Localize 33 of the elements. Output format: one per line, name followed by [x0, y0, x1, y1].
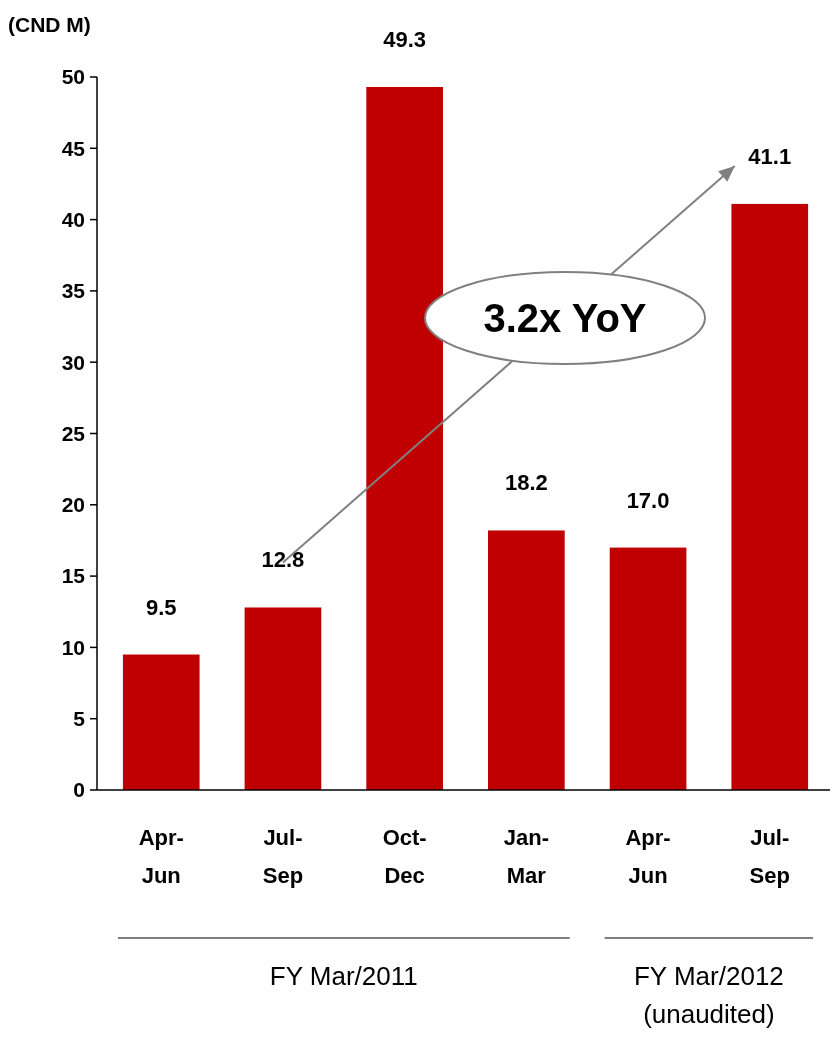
x-tick-label: Jul- Sep	[749, 825, 790, 888]
bar	[609, 547, 687, 790]
y-axis-title: (CND M)	[8, 13, 91, 36]
bar	[488, 530, 565, 790]
y-tick-label: 0	[73, 778, 85, 802]
y-tick-label: 20	[61, 493, 85, 517]
data-label: 17.0	[626, 487, 670, 513]
data-label: 9.5	[145, 594, 177, 620]
data-label: 41.1	[748, 143, 792, 169]
x-tick-label: Apr- Jun	[625, 825, 671, 888]
text: FY Mar/2011	[269, 961, 418, 991]
y-tick-label: 35	[61, 279, 86, 303]
text: FY Mar/2012 (unaudited)	[633, 961, 784, 1029]
bar	[731, 203, 809, 790]
y-tick-label: 10	[61, 635, 85, 659]
annotation: 3.2x YoY	[483, 296, 647, 340]
y-tick-label: 40	[61, 207, 85, 231]
y-tick-label: 5	[73, 707, 86, 731]
x-tick-label: Jan- Mar	[503, 825, 549, 888]
x-tick-label: Apr- Jun	[138, 825, 184, 888]
bar	[122, 654, 200, 790]
data-label: 49.3	[383, 26, 427, 52]
y-tick-label: 30	[61, 350, 85, 374]
y-tick-label: 45	[61, 136, 86, 160]
data-label: 12.8	[261, 547, 305, 573]
bar	[366, 86, 443, 790]
bar	[244, 607, 322, 790]
x-tick-label: Oct- Dec	[382, 825, 427, 888]
y-tick-label: 50	[61, 65, 85, 89]
y-tick-label: 15	[61, 564, 86, 588]
data-label: 18.2	[504, 470, 548, 496]
x-tick-label: Jul- Sep	[262, 825, 304, 888]
y-tick-label: 25	[61, 421, 86, 445]
